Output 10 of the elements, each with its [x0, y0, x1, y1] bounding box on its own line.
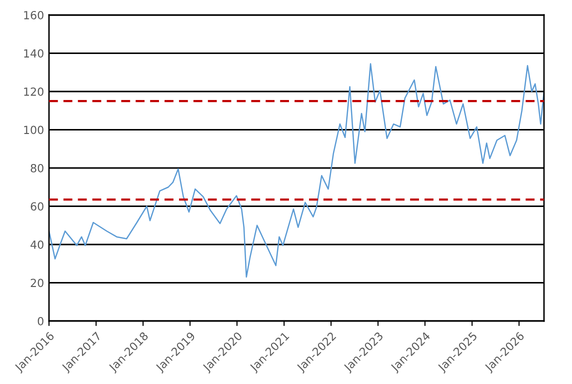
y-tick-label: 120	[24, 87, 44, 96]
y-tick-label: 80	[30, 164, 44, 172]
y-tick-label: 140	[24, 49, 44, 58]
y-tick-label: 60	[30, 202, 44, 211]
y-tick-label: 100	[24, 126, 44, 134]
y-tick-label: 0	[38, 316, 44, 326]
y-tick-label: 20	[30, 278, 44, 288]
line-series	[49, 63, 544, 278]
y-tick-label: 160	[24, 10, 44, 20]
y-tick-label: 40	[30, 240, 44, 249]
